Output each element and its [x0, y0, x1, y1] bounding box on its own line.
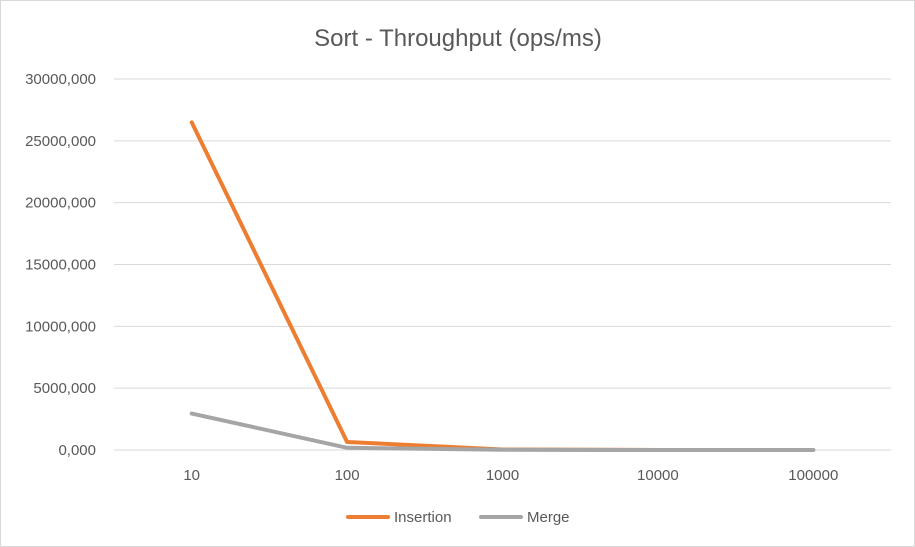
y-tick-label: 20000,000: [25, 195, 96, 212]
y-tick-label: 0,000: [58, 442, 96, 459]
legend-label-merge: Merge: [527, 509, 570, 526]
y-tick-label: 30000,000: [25, 71, 96, 88]
chart-title: Sort - Throughput (ops/ms): [314, 25, 602, 52]
y-tick-label: 5000,000: [33, 380, 96, 397]
legend-label-insertion: Insertion: [394, 509, 452, 526]
y-tick-label: 15000,000: [25, 257, 96, 274]
y-tick-label: 25000,000: [25, 133, 96, 150]
series-line-merge: [189, 411, 816, 452]
x-tick-label: 100000: [788, 467, 838, 484]
x-tick-label: 10000: [637, 467, 679, 484]
x-tick-label: 1000: [486, 467, 519, 484]
x-tick-label: 100: [335, 467, 360, 484]
x-axis-ticks: 10 100 1000 10000 100000: [183, 467, 838, 484]
series-line-insertion: [189, 120, 816, 452]
y-axis-ticks: 30000,000 25000,000 20000,000 15000,000 1000…: [25, 71, 96, 459]
x-tick-label: 10: [183, 467, 200, 484]
series-layer: [189, 120, 816, 452]
grid-layer: [114, 78, 891, 451]
legend: Insertion Merge: [346, 509, 570, 526]
y-tick-label: 10000,000: [25, 318, 96, 335]
